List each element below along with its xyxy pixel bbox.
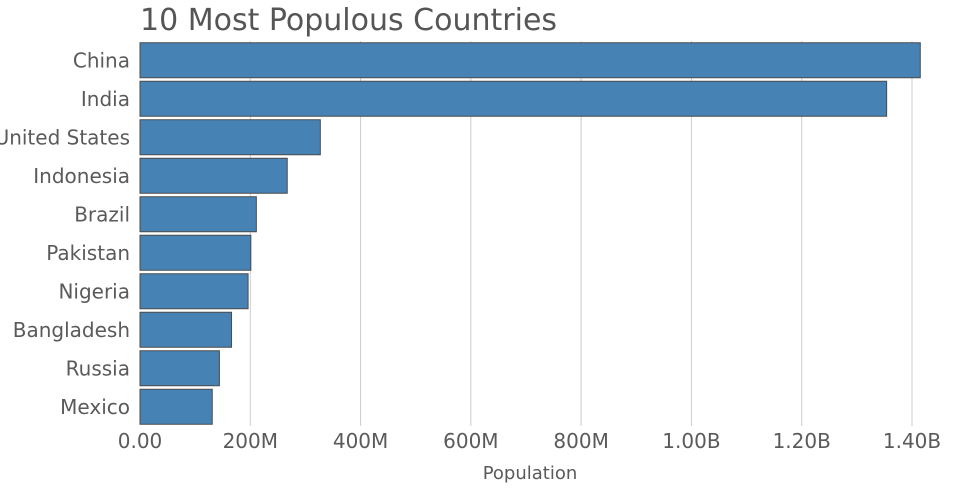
x-tick-label: 200M <box>223 429 278 453</box>
bar-russia <box>139 350 220 387</box>
x-axis-label: Population <box>483 463 578 484</box>
y-axis-tick-labels: China India United States Indonesia Brazil Pa… <box>0 48 130 419</box>
y-tick-label: Pakistan <box>46 241 130 265</box>
bar-pakistan <box>139 234 252 271</box>
x-axis-tick-labels: 0.00 200M 400M 600M 800M 1.00B 1.20B 1.40B <box>118 429 941 453</box>
x-tick-label: 600M <box>443 429 498 453</box>
y-tick-label: Indonesia <box>33 164 130 188</box>
y-tick-label: United States <box>0 125 130 149</box>
x-tick-label: 0.00 <box>118 429 163 453</box>
y-tick-label: Bangladesh <box>13 318 130 342</box>
bar-nigeria <box>139 273 249 310</box>
bar-mexico <box>139 388 213 425</box>
y-tick-label: India <box>81 87 130 111</box>
y-tick-label: Brazil <box>74 202 130 226</box>
x-tick-label: 1.40B <box>883 429 941 453</box>
bar-brazil <box>139 196 257 233</box>
bar-bangladesh <box>139 311 233 348</box>
bar-china <box>139 42 921 79</box>
bars <box>139 42 921 425</box>
chart-title: 10 Most Populous Countries <box>140 3 557 38</box>
x-tick-label: 400M <box>333 429 388 453</box>
y-tick-label: Nigeria <box>58 279 130 303</box>
bar-united-states <box>139 119 321 156</box>
x-tick-label: 1.00B <box>662 429 720 453</box>
bar-india <box>139 80 888 117</box>
y-tick-label: China <box>73 48 130 72</box>
x-tick-label: 800M <box>553 429 608 453</box>
y-tick-label: Russia <box>66 356 130 380</box>
bar-indonesia <box>139 157 288 194</box>
y-tick-label: Mexico <box>60 395 130 419</box>
x-tick-label: 1.20B <box>773 429 831 453</box>
